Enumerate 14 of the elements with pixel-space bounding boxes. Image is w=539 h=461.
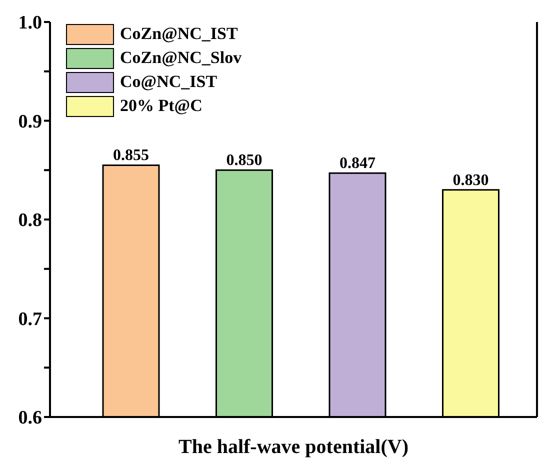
data-label: 0.855 — [113, 147, 149, 164]
y-tick-label: 0.8 — [18, 210, 42, 232]
y-tick-label: 0.7 — [18, 308, 42, 330]
legend-label: 20% Pt@C — [120, 95, 202, 117]
data-label: 0.830 — [452, 172, 489, 189]
y-tick-label: 0.9 — [18, 111, 42, 132]
legend-label: CoZn@NC_IST — [120, 23, 238, 45]
x-axis-title: The half-wave potential(V) — [178, 436, 408, 458]
data-label: 0.850 — [226, 152, 262, 170]
legend-label: CoZn@NC_Slov — [120, 47, 242, 69]
y-tick-label: 1.0 — [18, 12, 42, 34]
data-label: 0.847 — [340, 155, 376, 172]
legend-label: Co@NC_IST — [120, 71, 218, 93]
y-tick-label: 0.6 — [18, 408, 42, 429]
